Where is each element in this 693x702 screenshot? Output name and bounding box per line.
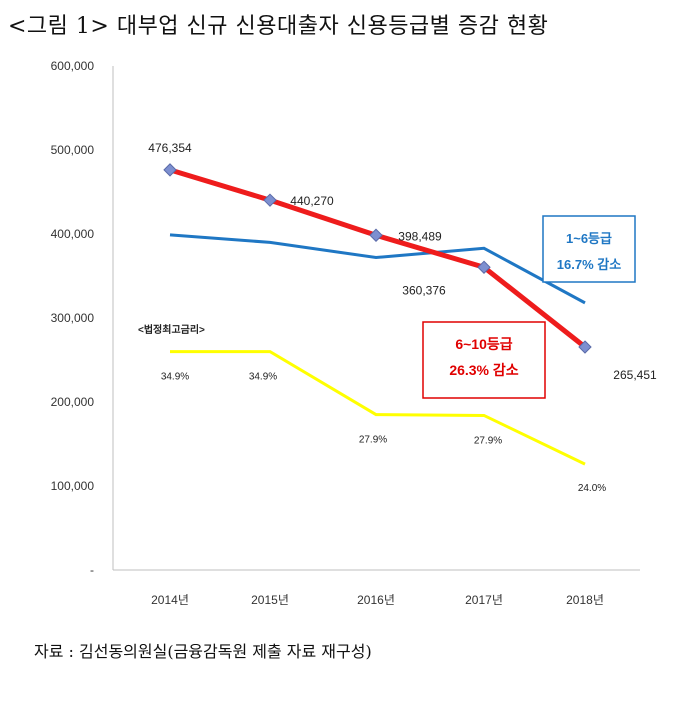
annotation-text-red: 6~10등급 — [455, 336, 512, 352]
data-label: 24.0% — [578, 483, 606, 494]
chart-title: <그림 1> 대부업 신규 신용대출자 신용등급별 증감 현황 — [8, 14, 549, 39]
annotation-text-blue: 1~6등급 — [566, 231, 612, 246]
y-tick-label: 400,000 — [51, 227, 95, 241]
data-point-marker — [163, 163, 177, 177]
annotation-box-blue — [542, 215, 636, 283]
x-tick-label: 2015년 — [251, 593, 289, 607]
data-label: 34.9% — [161, 372, 189, 383]
data-label: 360,376 — [402, 283, 446, 297]
x-tick-label: 2014년 — [151, 593, 189, 607]
x-tick-label: 2017년 — [465, 593, 503, 607]
annotation-text-blue: 16.7% 감소 — [557, 257, 621, 272]
x-tick-label: 2018년 — [566, 593, 604, 607]
line-chart: - 100,000 200,000 300,000 400,000 500,000 600,… — [51, 59, 657, 607]
data-point-marker — [477, 260, 491, 274]
data-label: 27.9% — [474, 435, 502, 446]
data-point-marker — [263, 193, 277, 207]
y-tick-label: - — [90, 563, 94, 577]
y-tick-label: 200,000 — [51, 395, 95, 409]
series-line-rate — [170, 350, 586, 466]
data-label: 34.9% — [249, 372, 277, 383]
source-note: 자료 : 김선동의원실(금융감독원 제출 자료 재구성) — [34, 642, 372, 661]
annotation-text-red: 26.3% 감소 — [449, 362, 518, 378]
y-tick-label: 100,000 — [51, 479, 95, 493]
data-point-marker — [369, 228, 383, 242]
data-label: 476,354 — [148, 141, 192, 155]
data-label: 440,270 — [290, 194, 334, 208]
annotation-box-red — [422, 321, 546, 399]
series-line-grade-1-6 — [169, 233, 586, 305]
data-label: 27.9% — [359, 435, 387, 446]
y-tick-label: 500,000 — [51, 143, 95, 157]
data-label: 265,451 — [613, 368, 657, 382]
x-tick-label: 2016년 — [357, 593, 395, 607]
y-tick-label: 600,000 — [51, 59, 95, 73]
y-tick-label: 300,000 — [51, 311, 95, 325]
rate-annotation: <법정최고금리> — [138, 323, 205, 336]
data-point-marker — [578, 340, 592, 354]
data-label: 398,489 — [398, 229, 442, 243]
